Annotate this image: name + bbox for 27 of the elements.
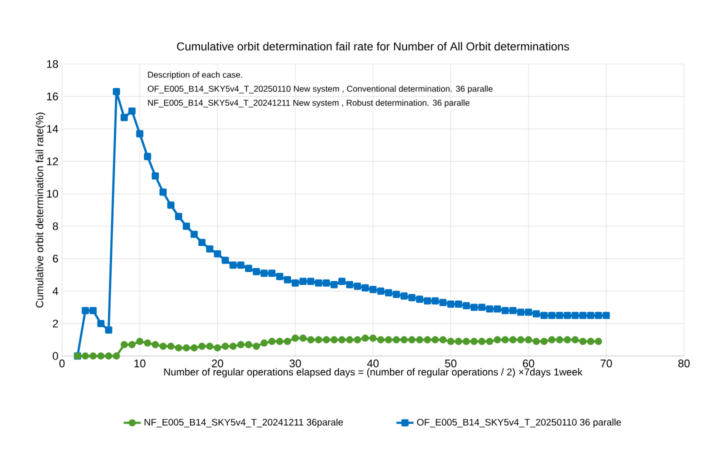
annotation: NF_E005_B14_SKY5v4_T_20241211 New system , Robust determination. 36 paralle (148, 100, 470, 108)
y-tick-label: 2 (52, 320, 58, 328)
x-tick-label: 80 (678, 360, 690, 368)
y-tick-label: 8 (52, 222, 58, 230)
y-tick-label: 16 (47, 92, 58, 100)
annotation: Description of each case. (148, 71, 242, 80)
chart-title: Cumulative orbit determination fail rate for Number of All Orbit determinations (177, 42, 570, 50)
y-tick-label: 18 (47, 60, 58, 68)
y-tick-label: 10 (47, 190, 58, 198)
legend-label: NF_E005_B14_SKY5v4_T_20241211 36parale (144, 418, 343, 428)
x-tick-label: 70 (600, 360, 612, 368)
x-axis-title: Number of regular operations elapsed days = (number of regular operations / 2) ×7days 1week (164, 368, 582, 378)
legend-label: OF_E005_B14_SKY5v4_T_20250110 36 paralle (417, 418, 621, 428)
y-tick-label: 0 (52, 352, 58, 360)
x-tick-label: 40 (367, 360, 379, 368)
x-tick-label: 50 (445, 360, 456, 368)
annotation: OF_E005_B14_SKY5v4_T_20250110 New system , Conventional determination. 36 paralle (148, 86, 493, 94)
x-tick-label: 60 (522, 360, 534, 368)
y-tick-label: 12 (47, 158, 58, 166)
x-tick-label: 20 (212, 360, 224, 368)
y-tick-label: 6 (52, 254, 58, 263)
x-tick-label: 30 (290, 360, 301, 368)
y-axis-title: Cumulative orbit determination fail rate(%) (36, 112, 46, 308)
x-tick-label: 10 (134, 360, 146, 368)
x-tick-label: 0 (59, 360, 65, 368)
y-tick-label: 4 (52, 287, 58, 295)
y-tick-label: 14 (47, 125, 58, 133)
